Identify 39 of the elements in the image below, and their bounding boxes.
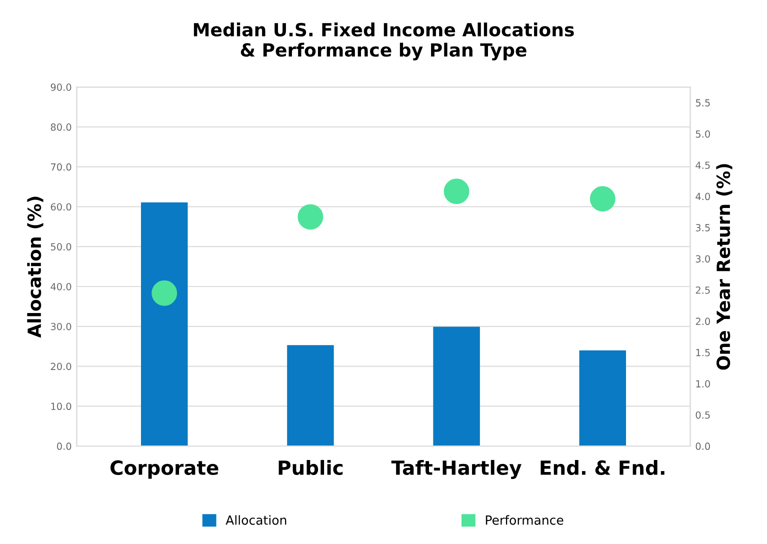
x-tick-label: Public [278,460,343,476]
x-tick-label: End. & Fnd. [540,460,664,476]
y2-tick-label: 3.0 [696,255,710,263]
legend-label: Allocation [226,515,286,525]
point [298,204,324,230]
y2-tick-label: 5.5 [696,99,710,106]
y-tick-label: 10.0 [51,402,72,410]
point [590,186,616,212]
y2-tick-label: 1.0 [696,380,710,388]
y-tick-label: 0.0 [57,442,72,450]
y-tick-label: 80.0 [50,123,72,131]
y2-axis-title: One Year Return (%) [716,164,732,370]
y-tick-label: 50.0 [50,243,72,250]
point [152,280,178,306]
y-tick-label: 40.0 [50,282,72,290]
chart-title: Median U.S. Fixed Income Allocations & Performance by Plan Type [194,22,574,60]
x-tick-label: Corporate [110,460,218,479]
point [444,178,470,204]
y2-tick-label: 2.0 [696,318,710,326]
y2-tick-label: 2.5 [696,286,710,294]
y2-tick-label: 0.5 [696,411,710,419]
y2-tick-label: 1.5 [696,349,710,356]
y2-tick-label: 4.0 [696,192,710,200]
bar [140,202,188,446]
bar [579,350,626,446]
y2-tick-label: 3.5 [696,224,710,232]
bar [287,345,334,446]
y2-tick-label: 0.0 [696,442,710,450]
y2-tick-label: 5.0 [696,130,710,138]
y2-tick-label: 4.5 [696,162,710,169]
legend-label: Performance [486,515,564,525]
y-tick-label: 90.0 [50,84,72,91]
y-tick-label: 20.0 [50,362,72,370]
y-tick-label: 30.0 [50,322,72,330]
y-tick-label: 60.0 [50,203,72,211]
x-tick-label: Taft-Hartley [391,460,522,479]
y-tick-label: 70.0 [50,163,72,171]
bar [433,326,480,446]
y-axis-title: Allocation (%) [27,196,44,338]
